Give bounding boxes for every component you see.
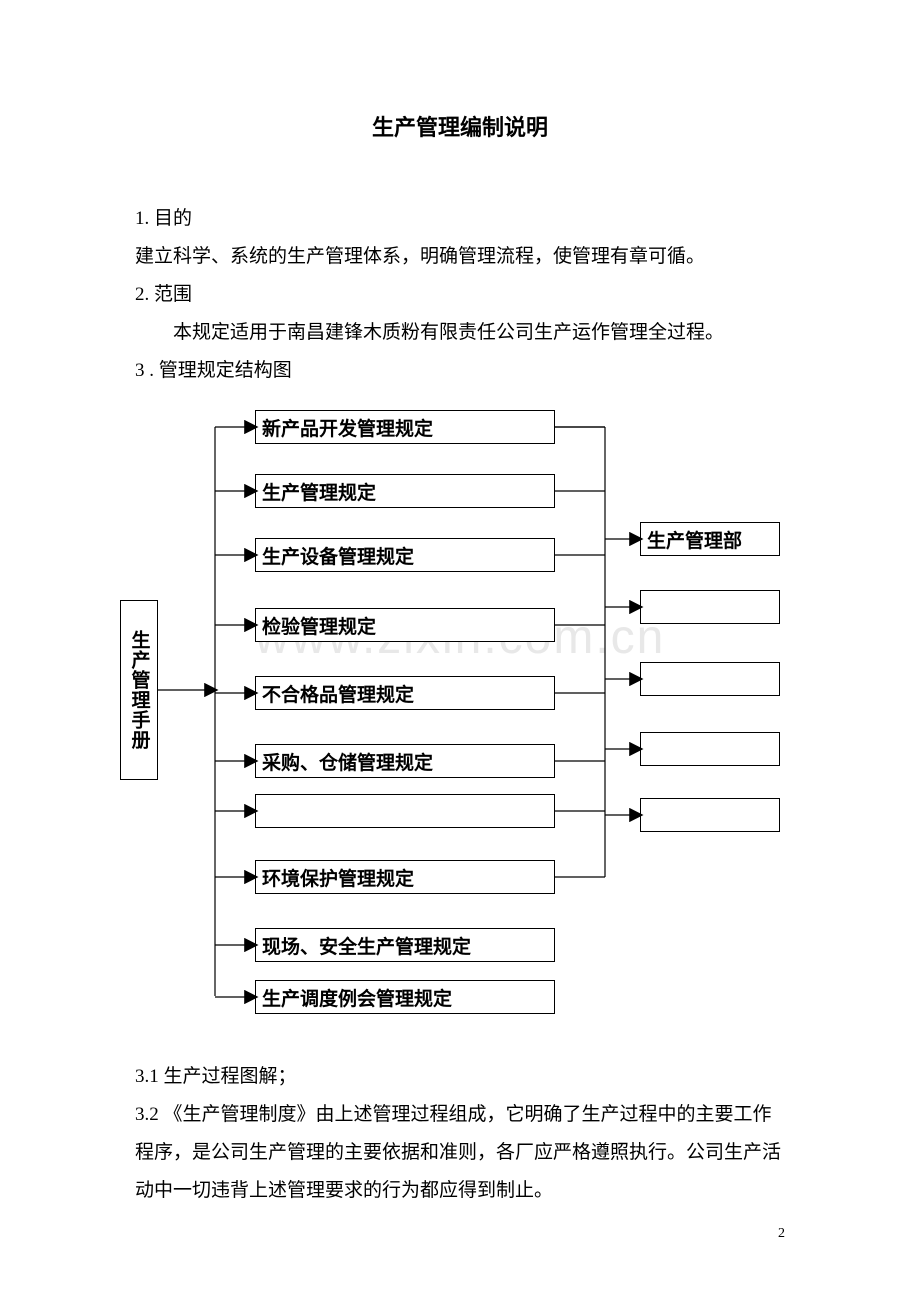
- structure-diagram: 生产管理手册 新产品开发管理规定生产管理规定生产设备管理规定检验管理规定不合格品管…: [120, 400, 780, 1020]
- section1-heading: 1. 目的: [135, 200, 785, 238]
- diagram-middle-box: 生产调度例会管理规定: [255, 980, 555, 1014]
- page-number: 2: [778, 1226, 785, 1242]
- post-text-2: 3.2 《生产管理制度》由上述管理过程组成，它明确了生产过程中的主要工作程序，是…: [135, 1096, 785, 1210]
- diagram-right-box: [640, 732, 780, 766]
- post-text-1: 3.1 生产过程图解；: [135, 1058, 785, 1096]
- diagram-root-box: 生产管理手册: [120, 600, 158, 780]
- diagram-middle-box: 环境保护管理规定: [255, 860, 555, 894]
- section2-heading: 2. 范围: [135, 276, 785, 314]
- diagram-right-box: [640, 590, 780, 624]
- diagram-middle-box: 生产设备管理规定: [255, 538, 555, 572]
- diagram-middle-box: 采购、仓储管理规定: [255, 744, 555, 778]
- diagram-middle-box: 不合格品管理规定: [255, 676, 555, 710]
- section2-body: 本规定适用于南昌建锋木质粉有限责任公司生产运作管理全过程。: [135, 314, 785, 352]
- section1-body: 建立科学、系统的生产管理体系，明确管理流程，使管理有章可循。: [135, 238, 785, 276]
- diagram-middle-box: 现场、安全生产管理规定: [255, 928, 555, 962]
- diagram-middle-box: [255, 794, 555, 828]
- section3-heading: 3 . 管理规定结构图: [135, 352, 785, 390]
- diagram-middle-box: 新产品开发管理规定: [255, 410, 555, 444]
- page-content: 生产管理编制说明 1. 目的 建立科学、系统的生产管理体系，明确管理流程，使管理…: [0, 0, 920, 1210]
- diagram-middle-box: 检验管理规定: [255, 608, 555, 642]
- diagram-right-box: [640, 798, 780, 832]
- page-title: 生产管理编制说明: [135, 110, 785, 142]
- diagram-middle-box: 生产管理规定: [255, 474, 555, 508]
- diagram-right-box: [640, 662, 780, 696]
- diagram-right-box: 生产管理部: [640, 522, 780, 556]
